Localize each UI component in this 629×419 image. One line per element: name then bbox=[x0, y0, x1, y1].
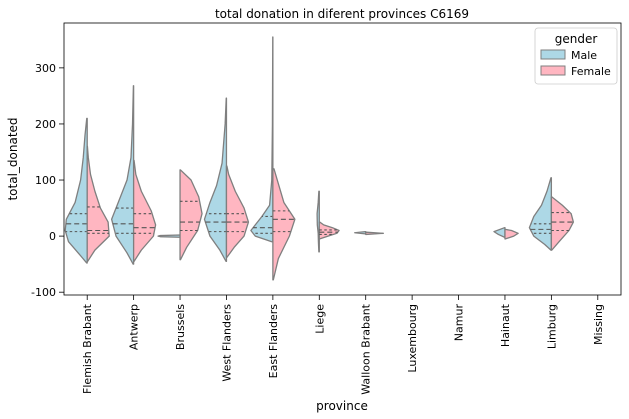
violin-female-flemish-brabant bbox=[86, 145, 110, 263]
y-axis-label: total_donated bbox=[6, 117, 20, 200]
violin-female-walloon-brabant bbox=[365, 231, 384, 236]
x-tick-label: Antwerp bbox=[128, 304, 141, 350]
y-tick-label: 200 bbox=[35, 118, 56, 131]
x-axis-label: province bbox=[316, 399, 368, 413]
violin-male-flemish-brabant bbox=[64, 117, 88, 264]
legend-label-male: Male bbox=[571, 49, 597, 62]
chart-title: total donation in diferent provinces C61… bbox=[215, 7, 469, 21]
legend-title: gender bbox=[555, 32, 598, 46]
y-tick-label: -100 bbox=[31, 286, 56, 299]
x-tick-label: Missing bbox=[592, 304, 605, 345]
violin-female-antwerp bbox=[132, 159, 157, 263]
y-tick-label: 300 bbox=[35, 62, 56, 75]
violin-male-walloon-brabant bbox=[354, 230, 367, 235]
violin-female-limburg bbox=[550, 196, 575, 251]
plot-area-border bbox=[63, 22, 622, 296]
violin-male-west-flanders bbox=[203, 97, 228, 263]
y-tick-label: 100 bbox=[35, 174, 56, 187]
violin-male-antwerp bbox=[110, 85, 135, 265]
x-tick-label: Luxembourg bbox=[406, 304, 419, 373]
x-tick-label: Hainaut bbox=[499, 303, 512, 347]
violin-male-hainaut bbox=[493, 227, 506, 238]
violin-male-liege bbox=[316, 190, 320, 253]
violin-male-brussels bbox=[157, 234, 181, 238]
violin-female-west-flanders bbox=[225, 165, 250, 259]
x-tick-label: West Flanders bbox=[220, 304, 233, 382]
violin-male-east-flanders bbox=[250, 36, 274, 243]
legend: gender Male Female bbox=[534, 27, 618, 85]
violin-female-brussels bbox=[179, 169, 203, 261]
x-tick-label: Limburg bbox=[545, 304, 558, 349]
x-tick-label: Walloon Brabant bbox=[360, 303, 373, 394]
legend-label-female: Female bbox=[571, 65, 611, 78]
violin-female-liege bbox=[318, 221, 340, 240]
y-tick-label: 0 bbox=[49, 230, 56, 243]
violin-female-hainaut bbox=[504, 228, 519, 240]
violin-female-east-flanders bbox=[272, 168, 296, 281]
x-tick-label: Flemish Brabant bbox=[81, 303, 94, 394]
violin-male-limburg bbox=[528, 177, 553, 251]
x-tick-label: Liege bbox=[313, 304, 326, 334]
legend-swatch-male bbox=[540, 49, 566, 60]
legend-swatch-female bbox=[540, 65, 566, 76]
x-tick-label: Namur bbox=[453, 304, 466, 342]
x-tick-label: Brussels bbox=[174, 304, 187, 350]
x-tick-label: East Flanders bbox=[267, 304, 280, 379]
